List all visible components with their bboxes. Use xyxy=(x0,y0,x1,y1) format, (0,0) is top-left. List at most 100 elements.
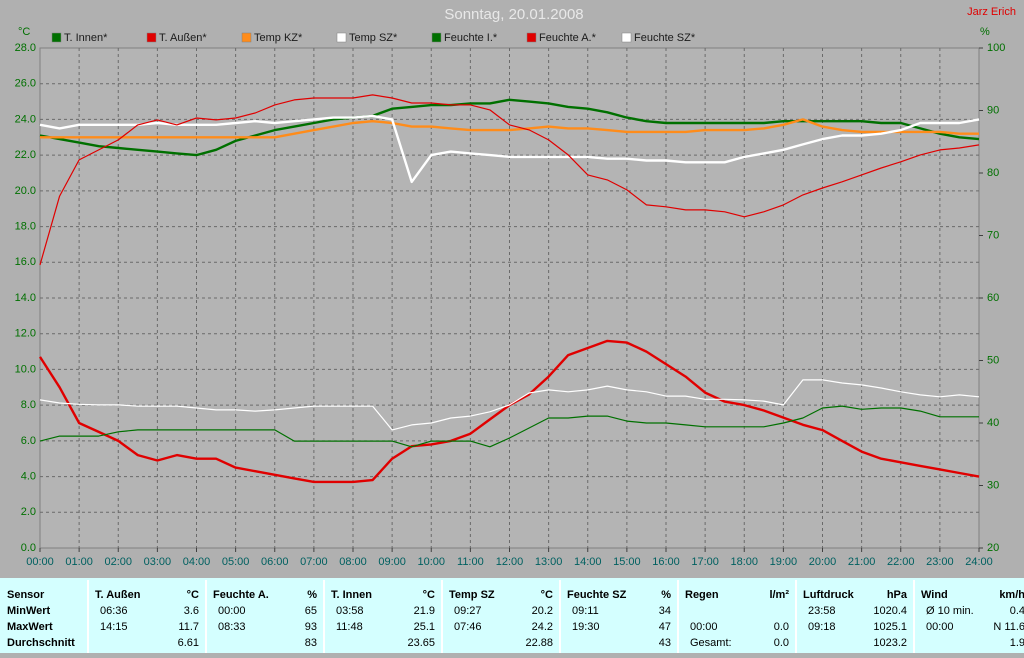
legend-swatch xyxy=(146,32,157,43)
x-tick-label: 15:00 xyxy=(613,556,641,568)
cell-time: Gesamt: xyxy=(690,637,732,649)
cell-value: 23.65 xyxy=(407,637,435,649)
x-tick-label: 00:00 xyxy=(26,556,54,568)
x-tick-label: 22:00 xyxy=(887,556,915,568)
row-label: MinWert xyxy=(7,605,51,617)
y-tick-label: 16.0 xyxy=(15,256,36,268)
cell-time: 23:58 xyxy=(808,605,836,617)
y2-tick-label: 40 xyxy=(987,417,999,429)
cell-time: 09:18 xyxy=(808,621,836,633)
y2-tick-label: 60 xyxy=(987,292,999,304)
legend-swatch xyxy=(431,32,442,43)
cell-value: 6.61 xyxy=(178,637,199,649)
cell-value: 1023.2 xyxy=(873,637,907,649)
y-tick-label: 26.0 xyxy=(15,78,36,90)
cell-time: 00:00 xyxy=(690,621,718,633)
cell-time: 00:00 xyxy=(218,605,246,617)
cell-value: 22.88 xyxy=(525,637,553,649)
column-unit: % xyxy=(661,589,671,601)
column-header: T. Außen xyxy=(95,589,141,601)
x-tick-label: 16:00 xyxy=(652,556,680,568)
cell-time: 06:36 xyxy=(100,605,128,617)
x-tick-label: 10:00 xyxy=(417,556,445,568)
y-tick-label: 4.0 xyxy=(21,470,36,482)
column-unit: °C xyxy=(423,589,435,601)
cell-value: 1025.1 xyxy=(873,621,907,633)
x-tick-label: 05:00 xyxy=(222,556,250,568)
x-tick-label: 17:00 xyxy=(691,556,719,568)
cell-value: 0.0 xyxy=(774,637,789,649)
cell-time: 09:27 xyxy=(454,605,482,617)
y-tick-label: 8.0 xyxy=(21,399,36,411)
x-tick-label: 09:00 xyxy=(378,556,406,568)
y-tick-label: 0.0 xyxy=(21,542,36,554)
series-line xyxy=(40,118,979,139)
x-tick-label: 18:00 xyxy=(730,556,758,568)
column-header: Temp SZ xyxy=(449,589,495,601)
cell-value: 83 xyxy=(305,637,317,649)
row-label: Durchschnitt xyxy=(7,637,75,649)
y-tick-label: 24.0 xyxy=(15,113,36,125)
legend-label: T. Innen* xyxy=(64,32,108,44)
cell-time: 07:46 xyxy=(454,621,482,633)
cell-value: 21.9 xyxy=(414,605,435,617)
cell-value: 11.7 xyxy=(178,621,199,633)
x-tick-label: 24:00 xyxy=(965,556,993,568)
y2-tick-label: 100 xyxy=(987,42,1005,54)
y2-tick-label: 50 xyxy=(987,354,999,366)
column-unit: l/m² xyxy=(769,589,789,601)
cell-time: 08:33 xyxy=(218,621,246,633)
x-tick-label: 11:00 xyxy=(457,556,484,568)
x-tick-label: 01:00 xyxy=(65,556,93,568)
legend-swatch xyxy=(621,32,632,43)
y-axis-label: °C xyxy=(18,26,30,38)
cell-value: N 11.6 xyxy=(993,621,1024,633)
column-unit: °C xyxy=(187,589,199,601)
x-tick-label: 20:00 xyxy=(809,556,837,568)
table-background xyxy=(0,578,1024,653)
cell-value: 34 xyxy=(659,605,671,617)
legend-label: Feuchte I.* xyxy=(444,32,498,44)
cell-value: 65 xyxy=(305,605,317,617)
column-unit: °C xyxy=(541,589,553,601)
x-tick-label: 14:00 xyxy=(574,556,602,568)
column-header: Regen xyxy=(685,589,719,601)
series-line xyxy=(39,114,980,184)
cell-time: 14:15 xyxy=(100,621,128,633)
y2-tick-label: 30 xyxy=(987,479,999,491)
cell-time: 11:48 xyxy=(336,621,363,633)
legend-swatch xyxy=(241,32,252,43)
cell-value: 3.6 xyxy=(184,605,199,617)
x-tick-label: 02:00 xyxy=(104,556,132,568)
author: Jarz Erich xyxy=(967,6,1016,18)
legend-label: T. Außen* xyxy=(159,32,207,44)
column-unit: km/h xyxy=(999,589,1024,601)
legend-swatch xyxy=(526,32,537,43)
cell-value: 0.4 xyxy=(1010,605,1024,617)
cell-value: 93 xyxy=(305,621,317,633)
y-tick-label: 18.0 xyxy=(15,220,36,232)
x-tick-label: 12:00 xyxy=(496,556,524,568)
cell-value: 24.2 xyxy=(532,621,553,633)
chart-title: Sonntag, 20.01.2008 xyxy=(444,6,583,23)
x-tick-label: 08:00 xyxy=(339,556,367,568)
column-header: Wind xyxy=(921,589,948,601)
row-label: MaxWert xyxy=(7,621,53,633)
x-tick-label: 23:00 xyxy=(926,556,954,568)
x-tick-label: 13:00 xyxy=(535,556,563,568)
x-tick-label: 21:00 xyxy=(848,556,876,568)
cell-time: 03:58 xyxy=(336,605,364,617)
legend-label: Temp KZ* xyxy=(254,32,303,44)
series-line xyxy=(39,98,980,157)
y2-tick-label: 80 xyxy=(987,167,999,179)
series-line xyxy=(39,405,979,448)
column-header: Feuchte A. xyxy=(213,589,269,601)
x-tick-label: 06:00 xyxy=(261,556,289,568)
y-tick-label: 12.0 xyxy=(15,328,36,340)
y-tick-label: 2.0 xyxy=(21,506,36,518)
column-header: Luftdruck xyxy=(803,589,855,601)
cell-value: 43 xyxy=(659,637,671,649)
y2-tick-label: 20 xyxy=(987,542,999,554)
